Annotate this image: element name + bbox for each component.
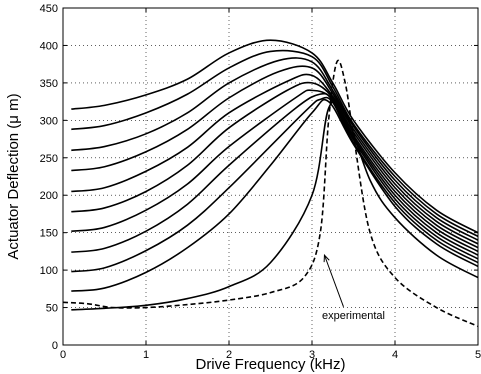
y-axis-label: Actuator Deflection (μ m) xyxy=(5,93,22,259)
x-tick-label: 4 xyxy=(392,349,398,361)
y-tick-label: 200 xyxy=(40,190,58,202)
model-curve-8 xyxy=(71,92,479,260)
y-tick-label: 150 xyxy=(40,228,58,240)
y-tick-label: 400 xyxy=(40,40,58,52)
annotation-arrow-head xyxy=(323,253,330,263)
model-curve-2 xyxy=(71,49,479,238)
y-tick-label: 0 xyxy=(52,340,58,352)
x-tick-label: 5 xyxy=(475,349,481,361)
y-tick-label: 450 xyxy=(40,3,58,15)
annotations: experimental xyxy=(322,253,385,322)
annotation-experimental: experimental xyxy=(322,310,385,322)
model-curve-9 xyxy=(71,96,479,273)
y-tick-label: 250 xyxy=(40,153,58,165)
x-tick-label: 1 xyxy=(143,349,149,361)
model-curve-7 xyxy=(71,89,479,256)
annotation-arrow-line xyxy=(323,254,344,307)
x-tick-label: 3 xyxy=(309,349,315,361)
series-group xyxy=(62,39,479,328)
y-tick-label: 300 xyxy=(40,115,58,127)
experimental-curve xyxy=(62,59,479,328)
model-curve-11 xyxy=(71,99,479,311)
model-curve-10 xyxy=(71,98,479,292)
x-axis-label: Drive Frequency (kHz) xyxy=(195,356,345,373)
y-tick-label: 50 xyxy=(46,303,58,315)
model-curve-3 xyxy=(71,57,479,241)
y-tick-label: 100 xyxy=(40,265,58,277)
y-tick-label: 350 xyxy=(40,78,58,90)
model-curve-1 xyxy=(71,39,479,234)
plot-frame xyxy=(62,7,479,346)
ticks xyxy=(62,7,479,346)
model-curve-6 xyxy=(71,81,479,253)
model-curve-4 xyxy=(71,65,479,245)
x-tick-label: 2 xyxy=(226,349,232,361)
model-curve-5 xyxy=(71,73,479,249)
x-tick-label: 0 xyxy=(60,349,66,361)
